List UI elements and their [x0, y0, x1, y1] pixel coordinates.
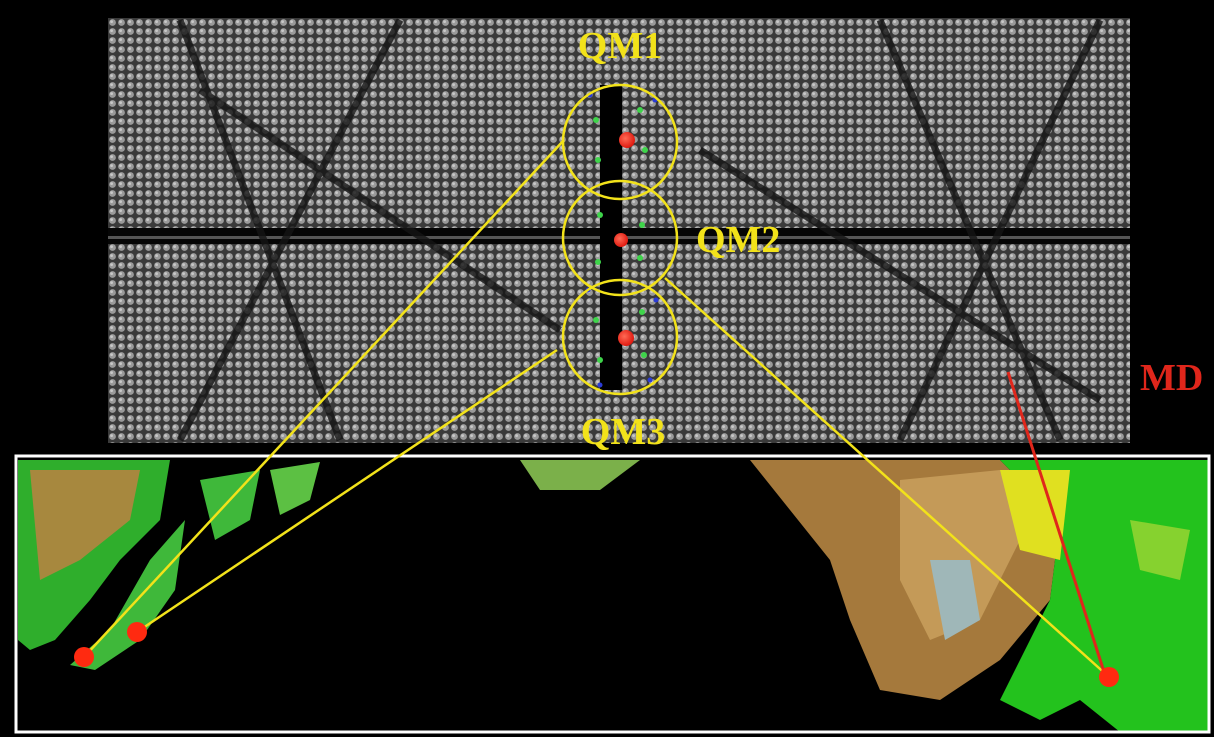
qm-label: QM2 [696, 219, 780, 261]
figure: QM1 QM2 QM3 MD [0, 0, 1214, 737]
md-label: MD [1140, 357, 1203, 399]
site-dot [1099, 667, 1119, 687]
qm-label: QM1 [578, 25, 662, 67]
site-dot [127, 622, 147, 642]
lattice [108, 18, 1130, 443]
page: {"qm_regions": [{"label": "QM1"}, {"labe… [0, 0, 1214, 737]
qm-label: QM3 [581, 411, 665, 453]
site-dot [74, 647, 94, 667]
